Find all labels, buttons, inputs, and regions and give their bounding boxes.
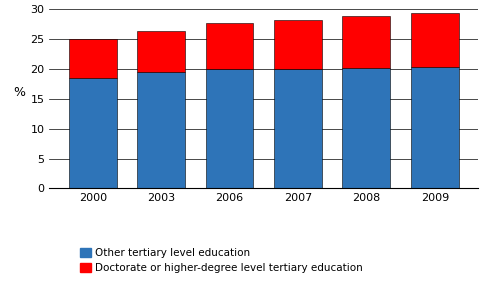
Bar	[137, 72, 185, 188]
Bar	[274, 69, 322, 188]
Bar	[206, 69, 253, 188]
Bar	[69, 39, 117, 78]
Bar	[411, 13, 458, 67]
Bar	[274, 20, 322, 69]
Bar	[206, 23, 253, 69]
Bar	[343, 68, 390, 188]
Legend: Other tertiary level education, Doctorate or higher-degree level tertiary educat: Other tertiary level education, Doctorat…	[76, 244, 367, 278]
Y-axis label: %: %	[13, 86, 25, 99]
Bar	[343, 16, 390, 68]
Bar	[411, 67, 458, 188]
Bar	[137, 31, 185, 72]
Bar	[69, 78, 117, 188]
